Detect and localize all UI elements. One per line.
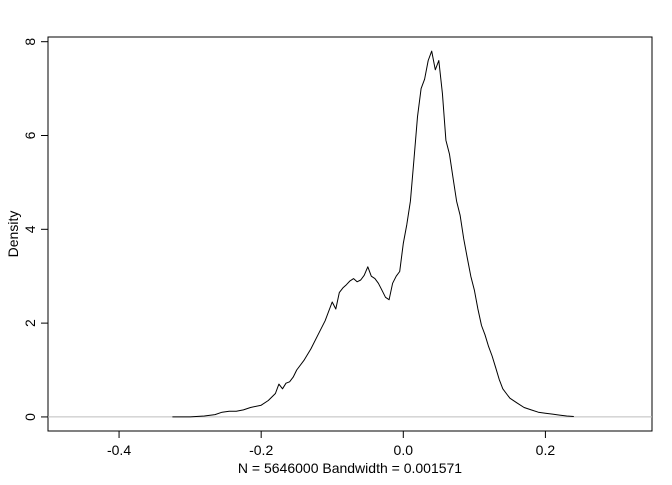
x-axis-title: N = 5646000 Bandwidth = 0.001571 (238, 460, 462, 476)
y-tick-label: 4 (22, 225, 38, 233)
y-tick-label: 2 (22, 319, 38, 327)
y-tick-label: 8 (22, 38, 38, 46)
y-axis: 0 2 4 6 8 (22, 38, 48, 421)
y-tick-label: 6 (22, 131, 38, 139)
density-curve (172, 50, 574, 418)
x-tick-label: -0.2 (249, 442, 273, 458)
x-tick-label: 0.2 (536, 442, 556, 458)
plot-frame (47, 36, 653, 432)
y-axis-title: Density (5, 211, 21, 258)
y-tick-label: 0 (22, 413, 38, 421)
x-axis: -0.4 -0.2 0.0 0.2 (107, 431, 555, 458)
x-tick-label: -0.4 (107, 442, 131, 458)
x-tick-label: 0.0 (394, 442, 414, 458)
